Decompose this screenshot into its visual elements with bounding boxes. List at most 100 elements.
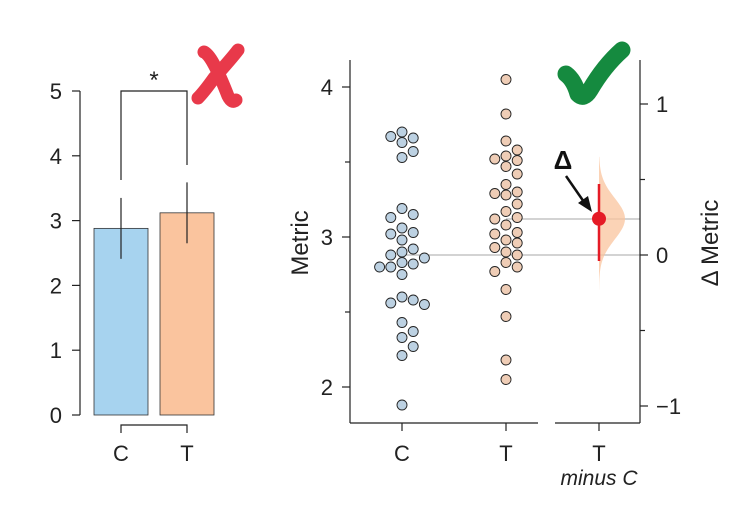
data-point [396, 269, 408, 280]
data-point [396, 203, 408, 214]
data-point [500, 219, 512, 231]
data-point [489, 242, 501, 253]
data-point [511, 261, 523, 273]
significance-label: * [149, 67, 158, 94]
bar-y-ticks: 0 1 2 3 4 5 [50, 79, 80, 428]
swarm-y-axis-label: Metric [287, 210, 314, 275]
data-point [489, 153, 501, 165]
data-point [385, 297, 397, 309]
swarm-panel: 2 3 4 Metric C T [287, 41, 640, 466]
bar-y-tick-label: 4 [50, 144, 62, 169]
data-point [396, 291, 408, 303]
bootstrap-distribution [599, 156, 625, 290]
delta-x-tick-sublabel: minus C [560, 467, 638, 490]
bar-x-axis [120, 424, 188, 433]
bar-x-tick-label: C [113, 441, 129, 466]
delta-annotation-arrow [564, 175, 586, 203]
bar-y-tick-label: 2 [50, 273, 62, 298]
bar-error-bars [120, 182, 188, 259]
data-point [418, 299, 430, 310]
estimation-panel: −1 0 1 Δ Metric T minus C Δ [554, 60, 724, 490]
swarm-x-tick-label: T [499, 441, 512, 466]
data-point [500, 246, 512, 258]
data-point [500, 234, 512, 246]
data-point [500, 257, 512, 268]
data-point [385, 212, 397, 223]
data-point [489, 188, 501, 199]
data-point [500, 189, 512, 201]
arrow-head-icon [578, 196, 592, 212]
data-point [407, 209, 419, 220]
data-point [500, 150, 512, 162]
data-point [500, 74, 512, 85]
data-point [396, 317, 408, 328]
data-point [396, 152, 408, 163]
delta-y-tick-label: −1 [656, 394, 681, 419]
bar-bars [93, 212, 215, 416]
delta-x-tick-label: T [592, 441, 605, 466]
data-point [500, 311, 512, 322]
data-point [500, 135, 512, 147]
data-point [500, 354, 512, 366]
data-point [407, 326, 419, 337]
data-point [385, 249, 397, 261]
data-point [407, 132, 419, 144]
data-point [385, 261, 397, 273]
swarm-y-tick-label: 2 [321, 375, 333, 400]
data-point [396, 126, 408, 138]
data-point [500, 161, 512, 172]
swarm-y-tick-label: 4 [321, 75, 333, 100]
data-point [407, 341, 419, 352]
delta-y-tick-label: 0 [656, 243, 668, 268]
effect-size-point [592, 211, 606, 226]
data-point [511, 249, 523, 261]
data-point [511, 237, 523, 249]
data-point [385, 131, 397, 142]
data-point [396, 137, 408, 148]
data-point [500, 206, 512, 217]
bar-y-tick-label: 1 [50, 338, 62, 363]
bar [93, 227, 149, 416]
green-check-icon [557, 41, 631, 105]
bar-y-tick-label: 0 [50, 403, 62, 428]
data-point [385, 228, 397, 240]
swarm-x-tick-label: C [394, 441, 410, 466]
data-point [407, 146, 419, 157]
data-point [500, 108, 512, 120]
data-point [511, 212, 523, 223]
data-point [511, 198, 523, 210]
data-point [489, 266, 501, 277]
data-point [396, 234, 408, 246]
data-point [500, 179, 512, 190]
data-point [511, 144, 523, 156]
data-point [396, 257, 408, 268]
data-point [374, 261, 386, 273]
data-point [407, 258, 419, 270]
delta-y-ticks: −1 0 1 [640, 92, 681, 419]
data-point [418, 252, 430, 264]
bar-y-tick-label: 3 [50, 209, 62, 234]
data-point [511, 186, 523, 198]
swarm-y-tick-label: 3 [321, 225, 333, 250]
data-point [396, 246, 408, 258]
data-point [500, 284, 512, 295]
data-point [511, 168, 523, 180]
data-point [407, 243, 419, 255]
data-point [407, 294, 419, 306]
data-point [511, 155, 523, 166]
data-point [489, 228, 501, 240]
delta-y-tick-label: 1 [656, 92, 668, 117]
data-point [511, 227, 523, 238]
data-point [396, 350, 408, 361]
data-point [500, 374, 512, 385]
bar-panel: 0 1 2 3 4 5 * C T [50, 43, 245, 466]
significance-bracket [120, 90, 188, 180]
red-cross-icon [191, 43, 245, 108]
delta-annotation: Δ [554, 145, 573, 175]
data-point [396, 332, 408, 343]
bar-x-tick-label: T [180, 441, 193, 466]
bar [159, 212, 215, 416]
delta-y-axis-label: Δ Metric [697, 200, 724, 287]
